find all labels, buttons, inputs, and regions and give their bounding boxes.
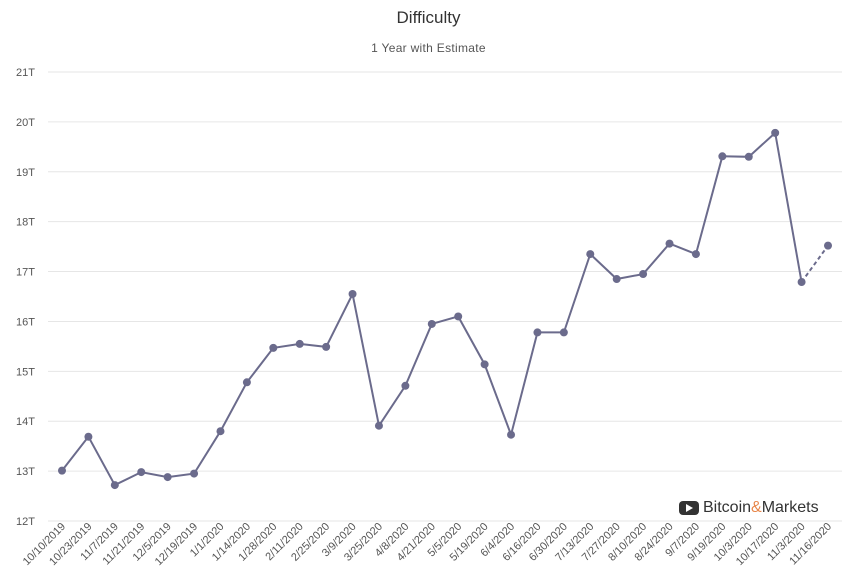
- data-points: [58, 128, 832, 490]
- y-tick-label: 20T: [16, 117, 35, 129]
- data-point[interactable]: [824, 241, 832, 250]
- data-point[interactable]: [295, 339, 304, 348]
- chart-title: Difficulty: [396, 8, 461, 27]
- data-point[interactable]: [84, 432, 93, 441]
- data-point[interactable]: [269, 343, 278, 352]
- data-point[interactable]: [665, 239, 674, 248]
- data-point[interactable]: [454, 312, 463, 321]
- data-point[interactable]: [401, 381, 410, 390]
- y-tick-label: 21T: [16, 67, 35, 79]
- y-tick-label: 17T: [16, 267, 35, 279]
- data-point[interactable]: [507, 430, 516, 439]
- data-point[interactable]: [322, 342, 331, 351]
- watermark-brand-b: Markets: [761, 499, 819, 516]
- data-point[interactable]: [348, 290, 357, 299]
- data-point[interactable]: [190, 469, 199, 478]
- estimate-series-line: [800, 245, 829, 283]
- series-lines: [61, 130, 829, 487]
- data-point[interactable]: [216, 427, 225, 436]
- chart-subtitle: 1 Year with Estimate: [371, 41, 486, 55]
- y-tick-label: 15T: [16, 366, 35, 378]
- data-point[interactable]: [559, 328, 568, 337]
- data-point[interactable]: [480, 360, 489, 369]
- data-point[interactable]: [163, 473, 172, 482]
- data-point[interactable]: [691, 250, 700, 259]
- grid-lines: [48, 71, 842, 522]
- difficulty-series-line: [61, 130, 803, 487]
- play-icon: [679, 501, 699, 515]
- data-point[interactable]: [110, 481, 119, 490]
- data-point[interactable]: [612, 275, 621, 284]
- y-tick-label: 19T: [16, 167, 35, 179]
- y-tick-label: 14T: [16, 416, 35, 428]
- data-point[interactable]: [137, 468, 146, 477]
- y-tick-label: 18T: [16, 217, 35, 229]
- data-point[interactable]: [718, 152, 727, 161]
- y-tick-label: 16T: [16, 316, 35, 328]
- watermark-ampersand: &: [751, 499, 762, 516]
- y-tick-label: 12T: [16, 516, 35, 528]
- data-point[interactable]: [58, 466, 66, 475]
- data-point[interactable]: [744, 152, 753, 161]
- data-point[interactable]: [533, 328, 542, 337]
- data-point[interactable]: [242, 378, 251, 387]
- brand-watermark: Bitcoin & Markets: [679, 499, 819, 517]
- watermark-brand-a: Bitcoin: [703, 499, 752, 516]
- data-point[interactable]: [639, 270, 648, 279]
- y-tick-label: 13T: [16, 466, 35, 478]
- data-point[interactable]: [797, 278, 806, 287]
- x-axis-ticks: 10/10/201910/23/201911/7/201911/21/20191…: [21, 521, 834, 568]
- data-point[interactable]: [771, 128, 780, 137]
- y-axis-ticks: 12T 13T 14T 15T 16T 17T 18T 19T 20T 21T: [16, 67, 35, 528]
- data-point[interactable]: [374, 421, 383, 430]
- data-point[interactable]: [427, 319, 436, 328]
- data-point[interactable]: [586, 250, 595, 259]
